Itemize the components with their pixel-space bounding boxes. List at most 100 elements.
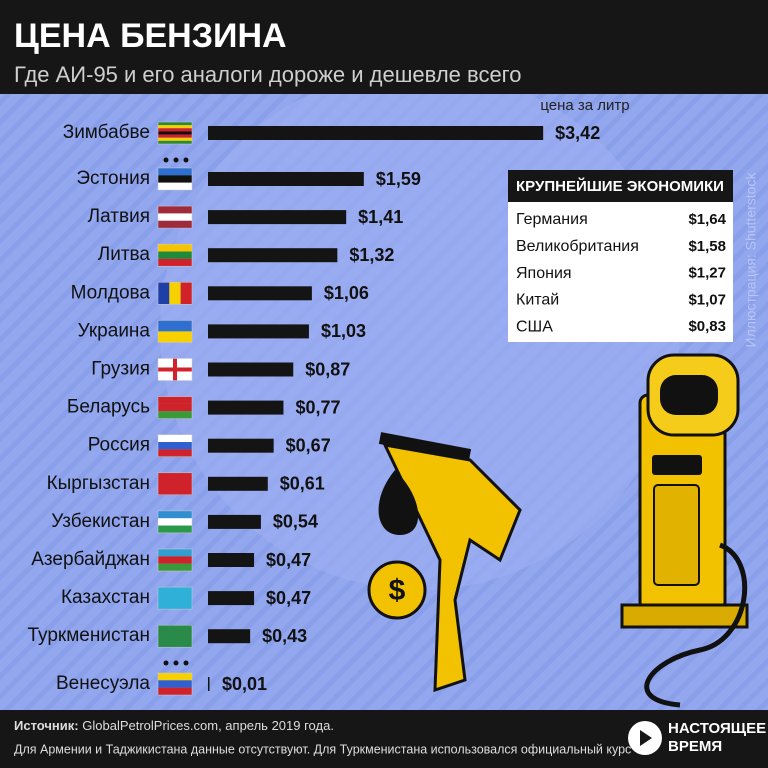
flag-border — [157, 167, 193, 191]
flag-border — [157, 434, 193, 457]
flag-stripe — [158, 331, 192, 343]
flag-stripe — [158, 587, 192, 610]
country-label: Туркменистан — [28, 625, 151, 646]
flag-stripe — [158, 220, 192, 229]
ellipsis — [163, 157, 189, 666]
value-label: $0,87 — [305, 359, 350, 379]
country-label: Эстония — [76, 168, 150, 189]
flag — [157, 282, 193, 305]
flag — [157, 548, 193, 572]
value-label: $1,59 — [376, 169, 421, 189]
flag-border — [157, 624, 193, 648]
country-label: Беларусь — [67, 397, 150, 418]
annotation: цена за литр — [540, 97, 629, 114]
source-label: Источник: — [14, 718, 79, 733]
flag-border — [157, 586, 193, 610]
flag-stripe — [158, 320, 192, 332]
flag — [157, 510, 193, 534]
flag-border — [157, 358, 193, 381]
flag-border — [157, 243, 193, 267]
bar — [208, 126, 544, 140]
bar — [208, 591, 255, 606]
flag — [157, 624, 193, 648]
flag-border — [157, 320, 193, 343]
bar — [208, 514, 261, 529]
table-price: $0,83 — [688, 318, 726, 335]
value-label: $0,01 — [222, 674, 267, 694]
flag-border — [157, 472, 193, 496]
flag — [157, 243, 193, 267]
country-label: Кыргызстан — [47, 473, 150, 494]
flag-stripe — [158, 182, 192, 190]
header — [0, 0, 768, 94]
flag-stripe — [169, 282, 181, 305]
bar — [208, 677, 210, 691]
value-label: $0,67 — [286, 435, 331, 455]
country-label: Украина — [78, 320, 151, 341]
country-label: Россия — [88, 435, 150, 456]
logo-line: НАСТОЯЩЕЕ — [668, 720, 766, 737]
flag-stripe — [158, 549, 192, 557]
flag-stripe — [158, 673, 192, 681]
logo-line: ВРЕМЯ — [668, 738, 722, 755]
flag — [157, 167, 193, 191]
flag-border — [157, 282, 193, 305]
country-label: Грузия — [91, 359, 150, 380]
flag-stripe — [158, 175, 192, 183]
flag-stripe — [158, 244, 192, 252]
bar — [208, 400, 284, 415]
table-country: США — [516, 318, 553, 335]
flag-stripe — [158, 140, 192, 144]
value-label: $0,43 — [262, 626, 307, 646]
flag-border — [157, 510, 193, 534]
flag-border — [157, 396, 193, 419]
bar — [208, 438, 274, 453]
flag-stripe — [158, 556, 192, 564]
flag — [157, 434, 193, 457]
flag-stripe — [158, 680, 192, 688]
flag-stripe — [158, 137, 192, 141]
flag-stripe — [158, 131, 192, 135]
flag-border — [157, 205, 193, 229]
value-label: $0,77 — [295, 397, 340, 417]
flag-stripe — [158, 206, 192, 214]
value-label: $0,47 — [266, 550, 311, 570]
bar — [208, 362, 294, 377]
footer-note: Для Армении и Таджикистана данные отсутс… — [14, 742, 631, 756]
flag — [157, 320, 193, 343]
country-label: Молдова — [71, 282, 151, 303]
flag-border — [157, 548, 193, 572]
flag-stripe — [158, 396, 192, 404]
flag-stripe — [158, 125, 192, 129]
table-header — [508, 170, 733, 202]
flag-stripe — [158, 411, 192, 419]
flag-stripe — [158, 510, 192, 519]
credit: Иллюстрация: Shutterstock — [743, 172, 759, 348]
country-label: Литва — [98, 244, 151, 265]
value-label: $1,32 — [349, 245, 394, 265]
bar — [208, 210, 347, 225]
value-label: $0,54 — [273, 512, 318, 532]
bar — [208, 553, 255, 567]
value-label: $0,61 — [280, 474, 325, 494]
flag-stripe — [158, 563, 192, 571]
country-label: Латвия — [88, 206, 150, 227]
flag-stripe — [180, 282, 192, 305]
flag — [157, 472, 193, 496]
subtitle: Где АИ-95 и его аналоги дороже и дешевле… — [14, 62, 521, 87]
table-price: $1,58 — [688, 238, 726, 255]
flag — [157, 586, 193, 610]
country-label: Узбекистан — [51, 511, 150, 532]
title: ЦЕНА БЕНЗИНА — [14, 17, 287, 55]
flag-stripe — [158, 134, 192, 138]
source: GlobalPetrolPrices.com, апрель 2019 года… — [82, 718, 334, 733]
country-label: Азербайджан — [31, 549, 150, 570]
flag — [157, 205, 193, 229]
bar — [208, 172, 364, 186]
flag-stripe — [158, 434, 192, 443]
value-label: $3,42 — [555, 123, 600, 143]
svg-text:$: $ — [389, 574, 406, 607]
flag-stripe — [158, 367, 192, 372]
flag-stripe — [158, 213, 192, 221]
flag-stripe — [158, 282, 170, 305]
